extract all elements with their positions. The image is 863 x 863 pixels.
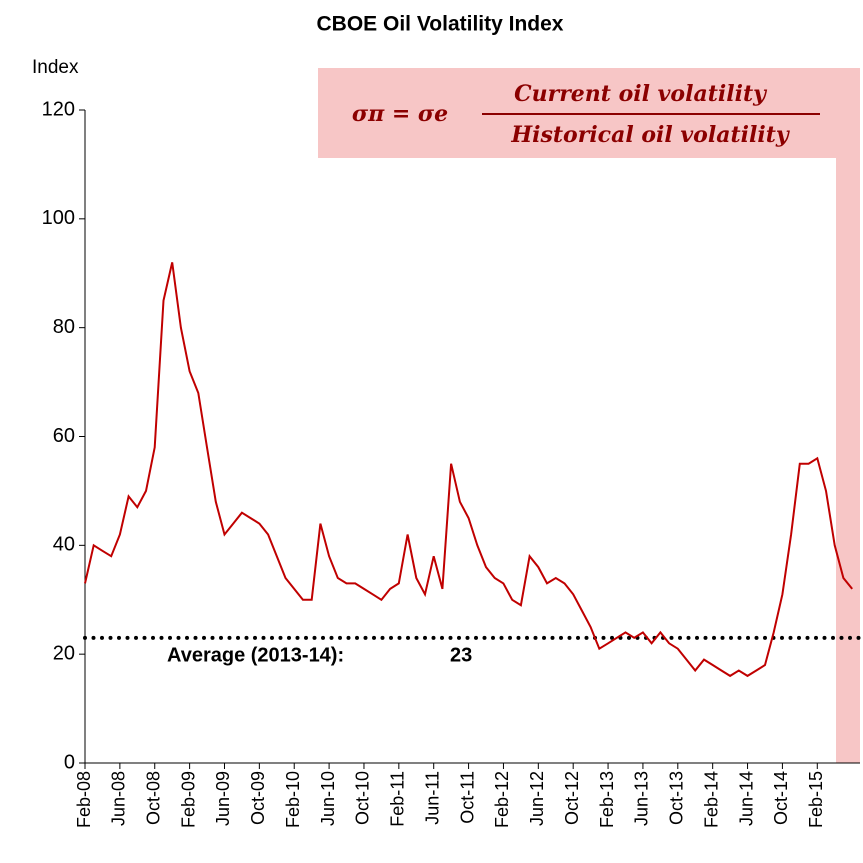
highlight-band: [836, 68, 860, 763]
x-tick-label: Jun-13: [632, 771, 652, 826]
formula-numerator: Current oil volatility: [514, 81, 768, 107]
y-tick-label: 40: [53, 534, 75, 556]
average-label: Average (2013-14):: [167, 644, 344, 666]
x-tick-label: Feb-08: [74, 771, 94, 828]
x-tick-label: Jun-11: [422, 771, 442, 825]
x-tick-label: Oct-12: [562, 771, 582, 825]
x-tick-label: Jun-10: [318, 771, 338, 826]
x-tick-label: Oct-13: [667, 771, 687, 825]
formula-left: σπ = σe: [352, 101, 448, 127]
x-tick-label: Feb-11: [388, 771, 408, 827]
x-tick-label: Jun-14: [736, 771, 756, 826]
y-tick-label: 0: [64, 751, 75, 773]
x-tick-label: Jun-09: [213, 771, 233, 826]
formula-denominator: Historical oil volatility: [510, 122, 790, 148]
x-tick-label: Jun-12: [527, 771, 547, 826]
x-tick-label: Feb-13: [597, 771, 617, 828]
y-tick-label: 100: [42, 207, 75, 229]
y-axis-label: Index: [32, 57, 79, 78]
x-tick-label: Oct-09: [248, 771, 268, 825]
x-tick-label: Oct-08: [143, 771, 163, 825]
x-tick-label: Feb-14: [701, 771, 721, 828]
x-tick-label: Oct-14: [771, 771, 791, 825]
y-tick-label: 60: [53, 425, 75, 447]
x-tick-label: Jun-08: [109, 771, 129, 826]
x-tick-label: Feb-09: [178, 771, 198, 828]
y-tick-label: 20: [53, 642, 75, 664]
chart-title: CBOE Oil Volatility Index: [317, 13, 564, 36]
x-tick-label: Feb-12: [492, 771, 512, 828]
y-tick-label: 80: [53, 316, 75, 338]
data-line: [84, 262, 853, 678]
y-tick-label: 120: [42, 98, 75, 120]
x-tick-label: Oct-10: [353, 771, 373, 825]
x-tick-label: Feb-15: [806, 771, 826, 828]
average-value: 23: [450, 644, 472, 666]
x-tick-label: Feb-10: [283, 771, 303, 828]
x-tick-label: Oct-11: [457, 771, 477, 824]
